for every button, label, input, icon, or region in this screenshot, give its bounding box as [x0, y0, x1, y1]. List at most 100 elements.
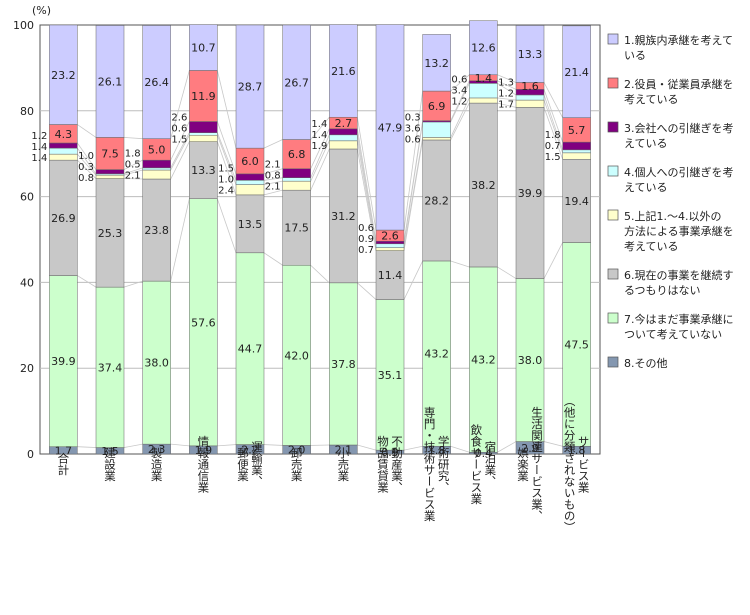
- data-label: 39.9: [51, 355, 76, 368]
- category-label: 学術研究、: [437, 434, 451, 492]
- bar-segment: [236, 174, 264, 180]
- data-label: 13.2: [424, 57, 449, 70]
- data-label: 37.8: [331, 358, 356, 371]
- data-label: 1.5: [545, 152, 561, 163]
- data-label: 1.2: [31, 131, 47, 142]
- data-label: 1.4: [31, 142, 47, 153]
- data-label: 2.1: [125, 171, 141, 182]
- data-label: 1.4: [311, 119, 327, 130]
- bar-segment: [283, 178, 311, 181]
- data-label: 0.6: [358, 223, 374, 234]
- data-label: 26.9: [51, 212, 76, 225]
- bar-segment: [189, 135, 217, 141]
- legend-label: 3.会社への引継ぎを考: [624, 121, 734, 135]
- data-label: 13.5: [238, 218, 263, 231]
- bar-segment: [563, 153, 591, 159]
- data-label: 2.6: [381, 230, 399, 243]
- y-tick-label: 40: [20, 276, 34, 289]
- data-label: 0.6: [405, 135, 421, 146]
- category-label: 専門・技術サービス業: [423, 407, 437, 522]
- bar-segment: [189, 133, 217, 136]
- category-label: 情報通信業: [196, 435, 210, 493]
- data-label: 42.0: [284, 349, 309, 362]
- category-label: 生活関連サービス業、: [530, 406, 544, 522]
- y-tick-label: 60: [20, 191, 34, 204]
- bar-segment: [49, 143, 77, 148]
- data-label: 2.6: [171, 112, 187, 123]
- category-label: 不動産業、: [390, 435, 404, 493]
- data-label: 1.4: [311, 130, 327, 141]
- data-label: 1.2: [498, 89, 514, 100]
- data-label: 13.3: [518, 48, 543, 61]
- bar-segment: [376, 244, 404, 248]
- data-label: 31.2: [331, 210, 356, 223]
- data-label: 1.5: [218, 164, 234, 175]
- data-label: 21.6: [331, 65, 356, 78]
- data-label: 0.6: [171, 123, 187, 134]
- y-tick-label: 100: [13, 19, 34, 32]
- legend-swatch: [608, 78, 618, 88]
- data-label: 11.9: [191, 90, 216, 103]
- data-label: 6.0: [241, 155, 259, 168]
- data-label: 1.8: [125, 149, 141, 160]
- bar-segment: [236, 185, 264, 195]
- legend-label: 1.親族内承継を考えて: [624, 33, 733, 47]
- legend-label: 4.個人への引継ぎを考: [624, 165, 734, 179]
- data-label: 11.4: [378, 269, 403, 282]
- data-label: 3.6: [405, 124, 421, 135]
- data-label: 1.4: [31, 153, 47, 164]
- y-tick-label: 20: [20, 362, 34, 375]
- legend-label: ついて考えていない: [624, 328, 722, 341]
- data-label: 37.4: [98, 361, 123, 374]
- legend-label: 7.今はまだ事業承継に: [624, 312, 734, 326]
- data-label: 6.9: [428, 100, 446, 113]
- data-label: 3.4: [451, 86, 467, 97]
- data-label: 21.4: [564, 66, 589, 79]
- category-label: （他に分類されないもの）: [563, 395, 577, 533]
- category-label: 合計: [56, 452, 70, 477]
- bar-segment: [329, 141, 357, 149]
- data-label: 1.2: [451, 97, 467, 108]
- data-label: 2.4: [218, 186, 234, 197]
- data-label: 1.8: [545, 130, 561, 141]
- data-label: 0.7: [545, 141, 561, 152]
- bar-segment: [469, 98, 497, 103]
- data-label: 6.8: [288, 148, 306, 161]
- data-label: 13.3: [191, 164, 216, 177]
- data-label: 2.1: [265, 160, 281, 171]
- legend-swatch: [608, 34, 618, 44]
- data-label: 0.3: [78, 162, 94, 173]
- bar-segment: [236, 180, 264, 184]
- bar-segment: [516, 100, 544, 107]
- y-tick-label: 80: [20, 105, 34, 118]
- category-label: 建設業: [103, 446, 117, 481]
- legend-swatch: [608, 357, 618, 367]
- legend-swatch: [608, 269, 618, 279]
- data-label: 1.6: [521, 80, 539, 93]
- legend-label: 考えている: [624, 93, 678, 106]
- data-label: 25.3: [98, 227, 123, 240]
- legend-swatch: [608, 210, 618, 220]
- category-label: 飲食サービス業: [469, 423, 483, 504]
- bar-segment: [423, 137, 451, 140]
- data-label: 0.9: [358, 234, 374, 245]
- bar-segment: [376, 248, 404, 251]
- legend-label: いる: [624, 49, 646, 62]
- bar-segment: [143, 170, 171, 179]
- data-label: 2.7: [335, 117, 353, 130]
- data-label: 5.7: [568, 124, 586, 137]
- data-label: 1.4: [475, 72, 493, 85]
- data-label: 35.1: [378, 369, 403, 382]
- legend-label: えている: [624, 137, 667, 150]
- data-label: 38.2: [471, 179, 496, 192]
- legend-label: るつもりはない: [624, 284, 701, 297]
- category-label: 宿泊業、: [483, 440, 497, 487]
- bar-segment: [516, 95, 544, 100]
- data-label: 43.2: [424, 348, 449, 361]
- bar-segment: [49, 148, 77, 154]
- bar-segment: [143, 168, 171, 170]
- category-label: 運輸業、: [250, 441, 264, 487]
- data-label: 39.9: [518, 187, 543, 200]
- bar-segment: [96, 170, 124, 174]
